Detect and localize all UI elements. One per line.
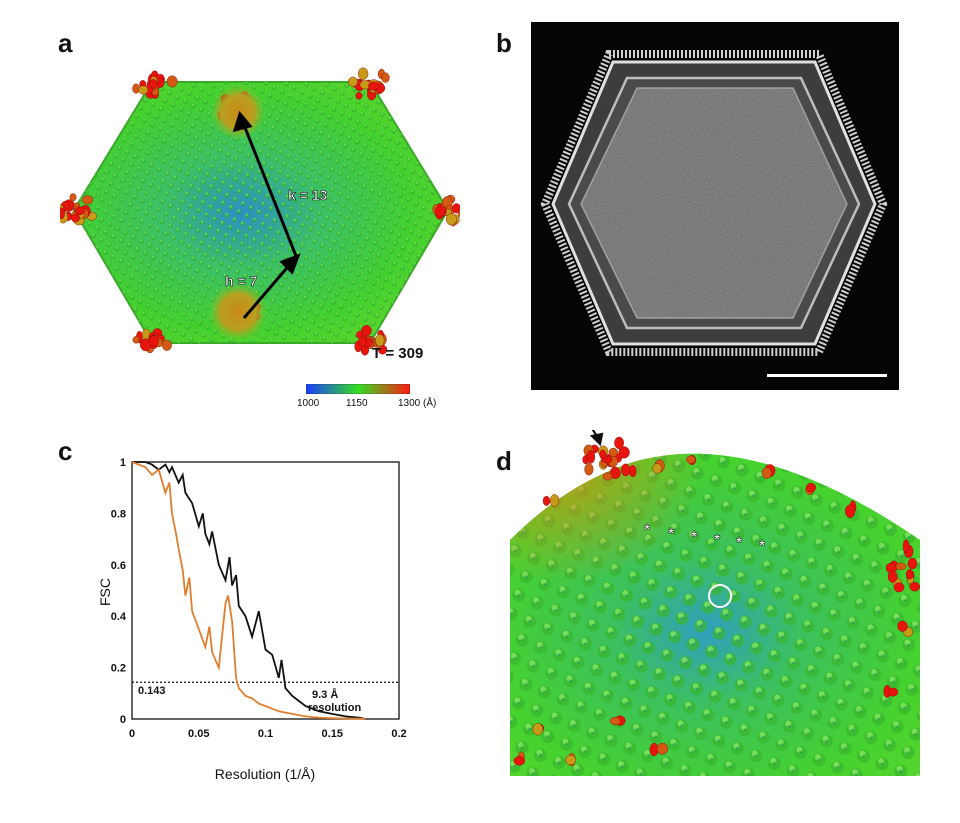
x-tick-label: 0.1 [258,728,273,740]
plot-frame [131,461,400,720]
asterisk-2: * [668,526,675,543]
zoomed-capsid-surface: * * * * * * [510,430,920,776]
x-tick-label: 0.2 [391,728,406,740]
threshold-label: 0.143 [138,685,166,697]
asterisk-4: * [714,532,721,549]
colorbar-tick-max: 1300 (Å) [398,398,437,409]
x-tick-label: 0 [129,728,135,740]
resolution-annotation-label: resolution [308,702,361,714]
x-axis-title: Resolution (1/Å) [215,766,315,782]
depth-colorbar [306,384,410,394]
y-tick-label: 0.8 [111,508,126,520]
resolution-annotation-value: 9.3 Å [312,688,338,701]
colorbar-tick-min: 1000 [297,398,320,409]
asterisk-5: * [736,535,743,552]
y-tick-label: 1 [120,457,126,469]
scale-bar [767,374,887,377]
colorbar-tick-mid: 1150 [346,398,368,409]
y-tick-label: 0.4 [111,611,127,623]
y-tick-label: 0.2 [111,663,126,675]
t-number-label: T = 309 [372,345,423,362]
fsc-curve-black [132,461,366,720]
asterisk-1: * [644,522,651,539]
fsc-curve-orange [131,461,366,720]
asterisk-3: * [691,529,698,546]
y-tick-label: 0.6 [111,560,126,572]
lattice-vectors [232,110,301,319]
x-tick-label: 0.15 [322,728,343,740]
vertex-spikes-zoom [513,436,920,767]
y-tick-label: 0 [120,714,126,726]
h-label: h = 7 [225,273,258,289]
cryo-em-central-section [531,22,899,390]
panel-label-d: d [496,446,512,476]
asterisk-row: * * * * * * [644,522,766,555]
pointer-arrow [589,430,604,447]
highlight-circle [708,584,732,608]
fsc-chart: 0 0.2 0.4 0.6 0.8 1 0 0.05 0.1 0.15 0.2 0.143 9.3… [100,457,407,782]
y-axis-title: FSC [100,578,113,606]
k-label: k = 13 [288,187,328,203]
x-tick-label: 0.05 [188,728,209,740]
asterisk-6: * [759,538,766,555]
panel-label-c: c [58,436,73,466]
capsid-surface-render: k = 13 h = 7 T = 309 [60,67,460,362]
panel-label-a: a [58,28,73,58]
panel-label-b: b [496,28,512,58]
